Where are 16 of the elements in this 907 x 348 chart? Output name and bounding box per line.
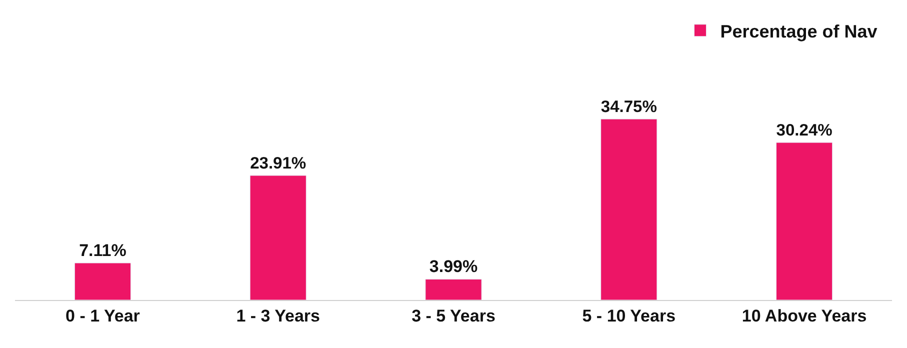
bar (776, 142, 833, 300)
bar (600, 118, 658, 300)
x-tick-label: 5 - 10 Years (582, 306, 676, 326)
bar (74, 262, 132, 300)
x-tick-label: 1 - 3 Years (236, 306, 320, 326)
bar (425, 278, 482, 300)
x-tick-label: 3 - 5 Years (412, 306, 496, 326)
bar (250, 175, 306, 300)
x-tick-label: 0 - 1 Year (66, 306, 140, 326)
data-label: 7.11% (79, 240, 126, 260)
data-label: 34.75% (600, 97, 658, 116)
data-label: 30.24% (776, 120, 833, 140)
x-tick-label: 10 Above Years (742, 306, 867, 326)
legend-label: Percentage of Nav (720, 21, 878, 42)
data-label: 23.91% (250, 154, 306, 173)
data-label: 3.99% (429, 257, 478, 276)
